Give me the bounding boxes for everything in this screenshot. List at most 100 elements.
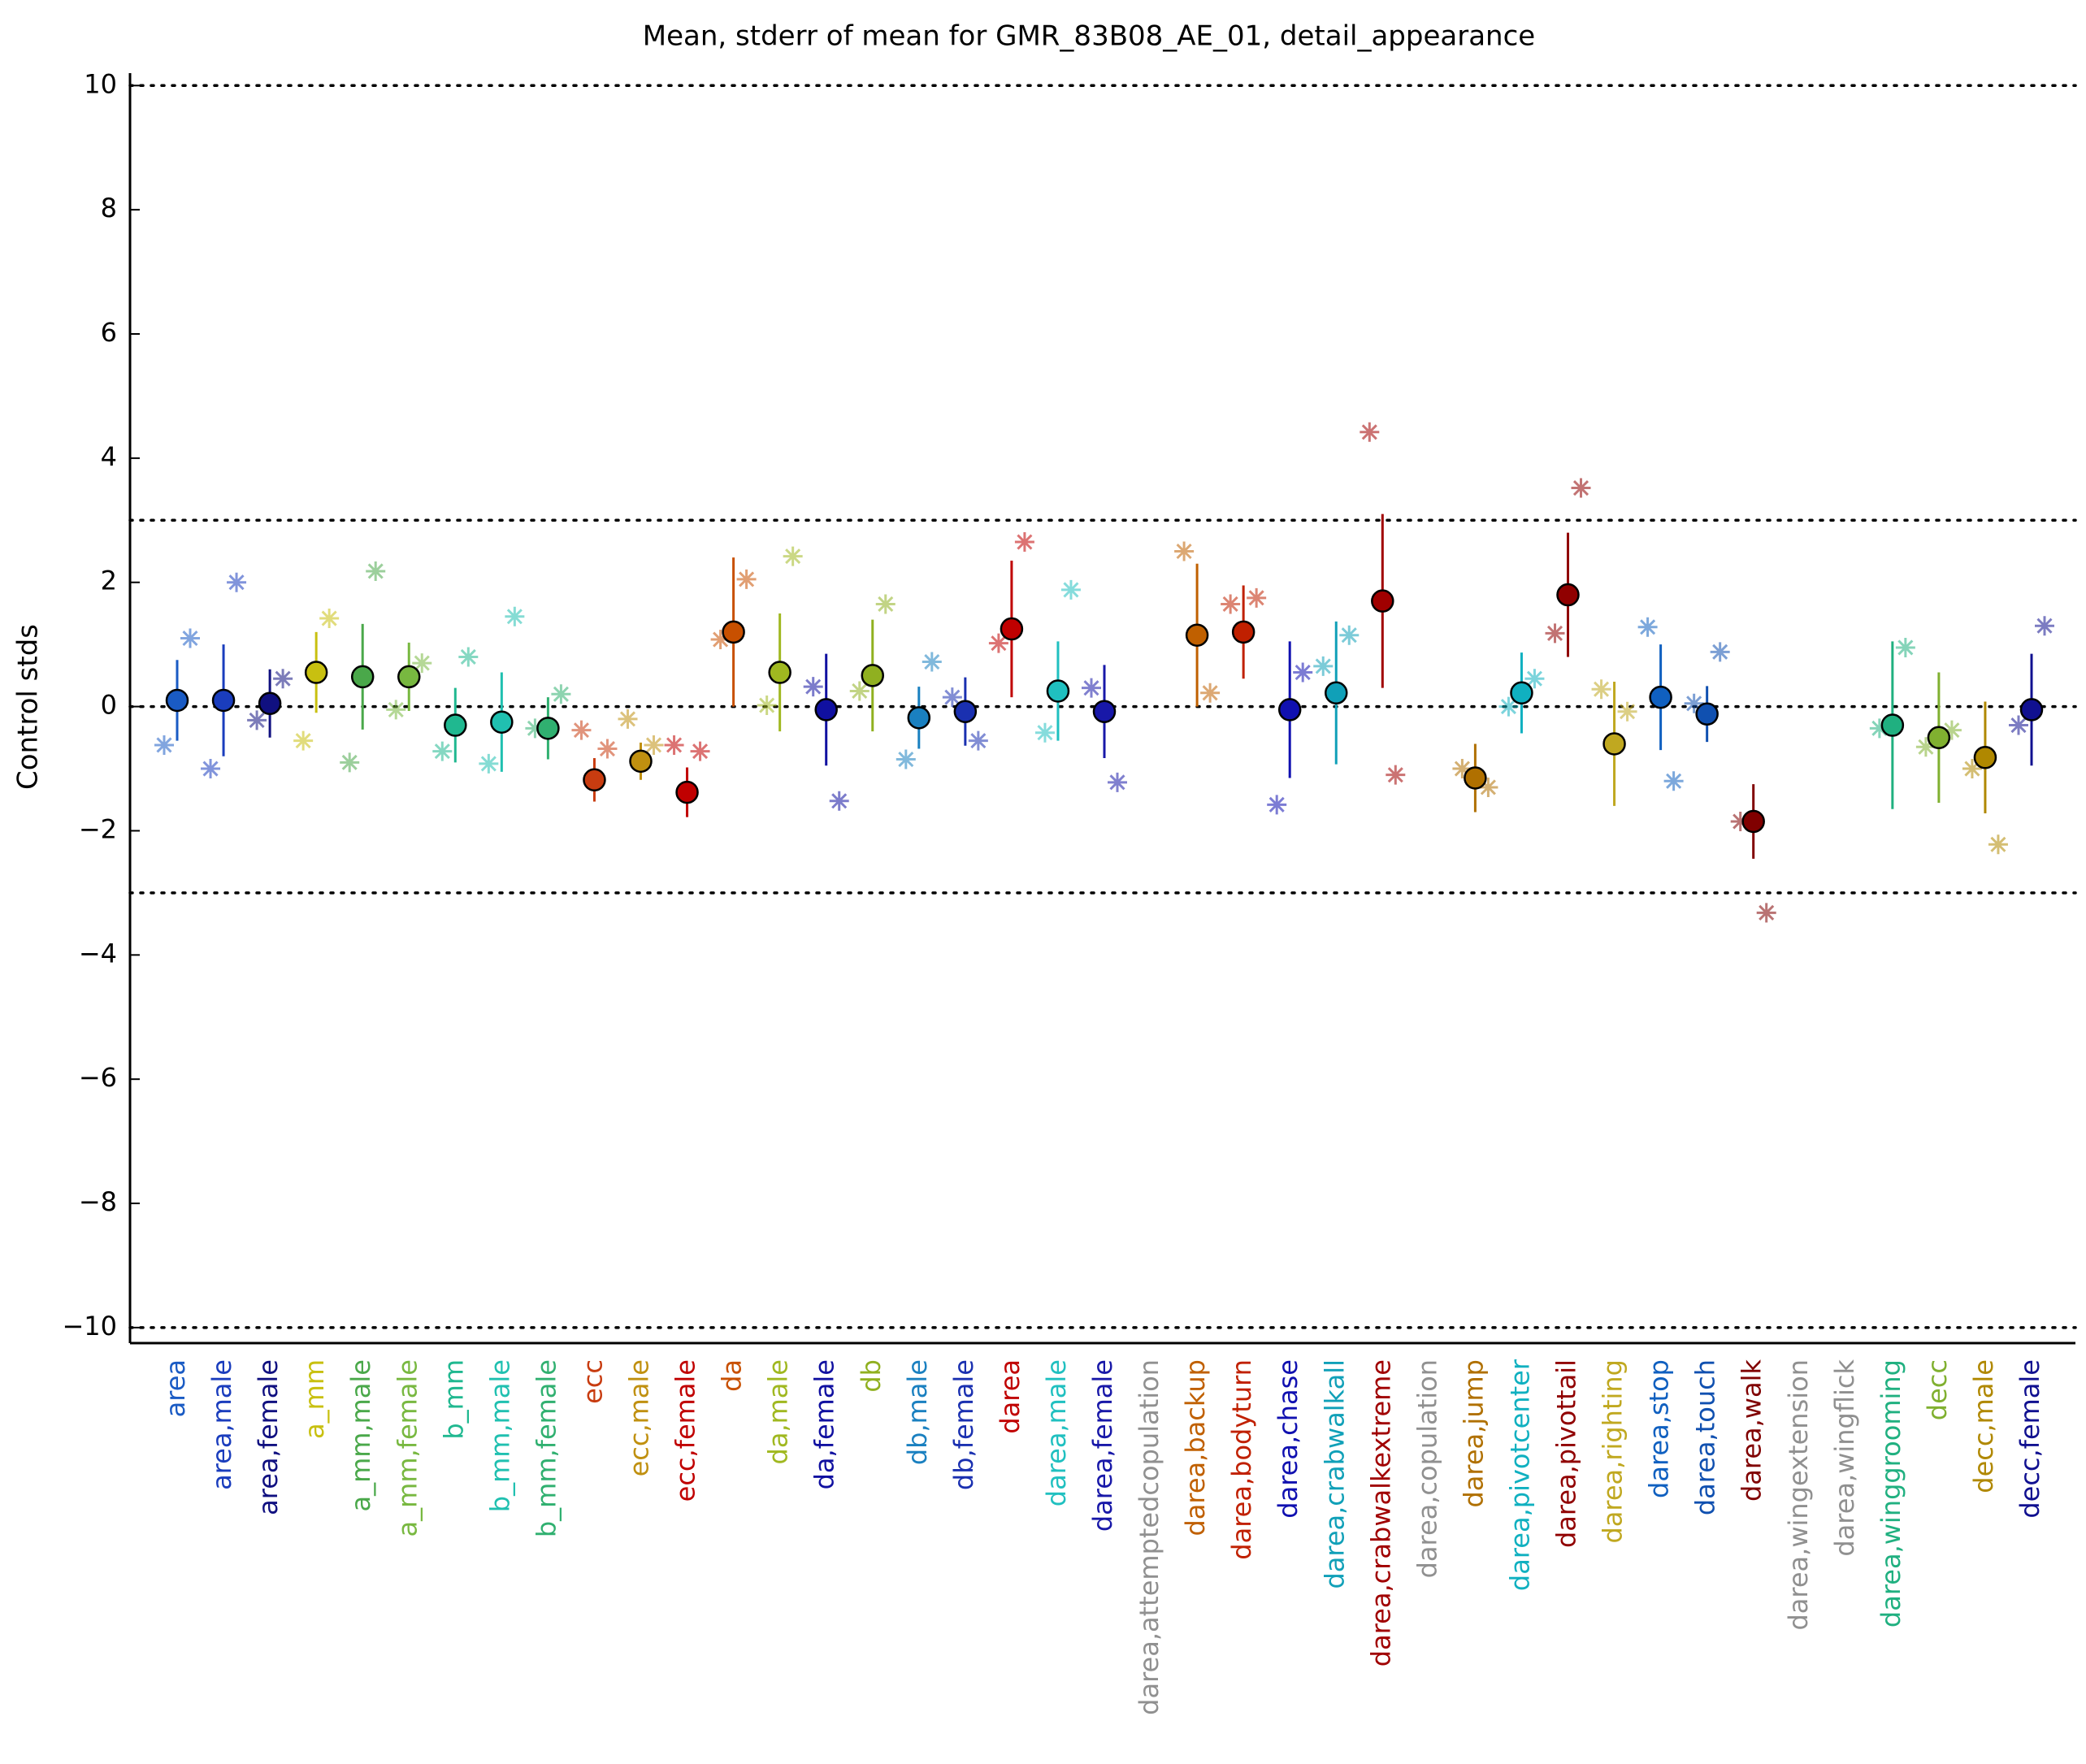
x-tick-label: darea,crabwalkextreme — [1365, 1359, 1396, 1666]
x-tick-label: area,male — [206, 1359, 237, 1490]
star-marker — [968, 730, 988, 751]
mean-marker — [1695, 702, 1719, 726]
x-tick-label: area,female — [253, 1359, 284, 1515]
star-marker — [1988, 834, 2008, 855]
x-tick-label: db,female — [948, 1359, 979, 1490]
mean-marker — [1649, 685, 1672, 709]
y-tick-label: 10 — [84, 68, 117, 99]
mean-marker — [1880, 713, 1905, 737]
star-marker — [644, 735, 664, 755]
star-marker — [849, 681, 870, 701]
star-marker — [1617, 701, 1637, 722]
x-tick-label: darea — [995, 1359, 1026, 1434]
x-tick-label: darea,attemptedcopulation — [1134, 1359, 1164, 1715]
star-marker — [1174, 541, 1195, 561]
star-marker — [479, 753, 499, 774]
x-tick-label: darea,stop — [1644, 1359, 1675, 1498]
star-marker — [1014, 532, 1034, 553]
mean-marker — [536, 717, 560, 740]
y-tick-label: −10 — [62, 1311, 117, 1341]
star-marker — [757, 696, 777, 716]
star-marker — [1941, 720, 1962, 740]
star-marker — [1545, 623, 1565, 644]
mean-marker — [907, 706, 931, 730]
mean-marker — [2019, 698, 2044, 722]
mean-marker — [1464, 766, 1487, 790]
star-marker — [340, 752, 360, 773]
x-tick-label: darea,jump — [1458, 1359, 1489, 1508]
y-tick-label: 6 — [101, 317, 117, 348]
star-marker — [273, 669, 293, 689]
star-marker — [154, 735, 174, 755]
star-marker — [829, 791, 849, 811]
x-tick-label: darea,pivottail — [1551, 1359, 1582, 1548]
star-marker — [366, 561, 386, 581]
mean-marker — [1046, 679, 1070, 703]
star-marker — [1895, 637, 1915, 657]
star-marker — [942, 687, 962, 708]
mean-marker — [350, 665, 375, 689]
star-marker — [412, 653, 432, 674]
x-tick-label: decc — [1922, 1359, 1953, 1420]
y-axis-label: Control stds — [12, 624, 45, 790]
x-tick-label: b_mm,female — [531, 1359, 562, 1537]
star-marker — [618, 709, 638, 729]
star-marker — [1478, 777, 1498, 797]
star-marker — [1247, 587, 1267, 608]
mean-marker — [1185, 623, 1209, 647]
x-tick-label: da,male — [763, 1359, 794, 1464]
x-tick-label: darea,backup — [1180, 1359, 1211, 1536]
mean-marker — [1556, 583, 1580, 607]
star-marker — [1200, 683, 1221, 703]
star-marker — [803, 677, 823, 697]
star-marker — [1869, 718, 1889, 739]
star-marker — [1060, 579, 1081, 600]
x-tick-label: darea,copulation — [1412, 1359, 1442, 1578]
x-tick-label: darea,wingflick — [1829, 1359, 1860, 1557]
star-marker — [664, 735, 684, 755]
mean-marker — [1741, 809, 1765, 834]
mean-marker — [629, 749, 653, 774]
star-marker — [1524, 669, 1545, 689]
star-marker — [319, 609, 340, 629]
star-marker — [1710, 642, 1730, 662]
x-tick-label: darea,touch — [1690, 1359, 1721, 1515]
star-marker — [1108, 772, 1127, 792]
mean-marker — [675, 780, 699, 804]
mean-marker — [1231, 620, 1256, 644]
x-tick-label: darea,winggrooming — [1876, 1359, 1906, 1627]
star-marker — [1663, 771, 1684, 791]
star-marker — [201, 759, 221, 779]
star-marker — [988, 633, 1008, 653]
mean-marker — [397, 665, 421, 689]
mean-marker — [258, 691, 282, 716]
x-tick-label: b_mm,male — [484, 1359, 515, 1512]
y-tick-label: −4 — [79, 938, 117, 969]
x-tick-label: darea,male — [1041, 1359, 1072, 1506]
mean-marker — [1602, 732, 1626, 756]
star-marker — [1386, 765, 1406, 785]
y-tick-label: −8 — [79, 1186, 117, 1217]
x-tick-label: ecc,male — [624, 1359, 655, 1476]
star-marker — [293, 730, 314, 751]
star-marker — [1293, 662, 1313, 683]
star-marker — [505, 606, 525, 626]
mean-marker — [1092, 700, 1117, 723]
star-marker — [1267, 795, 1287, 815]
star-marker — [386, 700, 406, 720]
star-marker — [922, 652, 942, 672]
x-tick-label: area — [160, 1359, 191, 1417]
x-tick-label: ecc,female — [670, 1359, 701, 1502]
mean-marker — [304, 661, 328, 684]
x-tick-label: b_mm — [438, 1359, 469, 1440]
y-tick-label: 8 — [101, 193, 117, 223]
mean-marker — [1973, 746, 1997, 769]
mean-marker — [1927, 726, 1951, 750]
star-marker — [1591, 679, 1611, 700]
star-marker — [1498, 696, 1519, 717]
mean-marker — [814, 698, 838, 722]
x-tick-label: darea,bodyturn — [1226, 1359, 1257, 1560]
star-marker — [1221, 594, 1241, 614]
mean-marker — [1510, 681, 1533, 705]
